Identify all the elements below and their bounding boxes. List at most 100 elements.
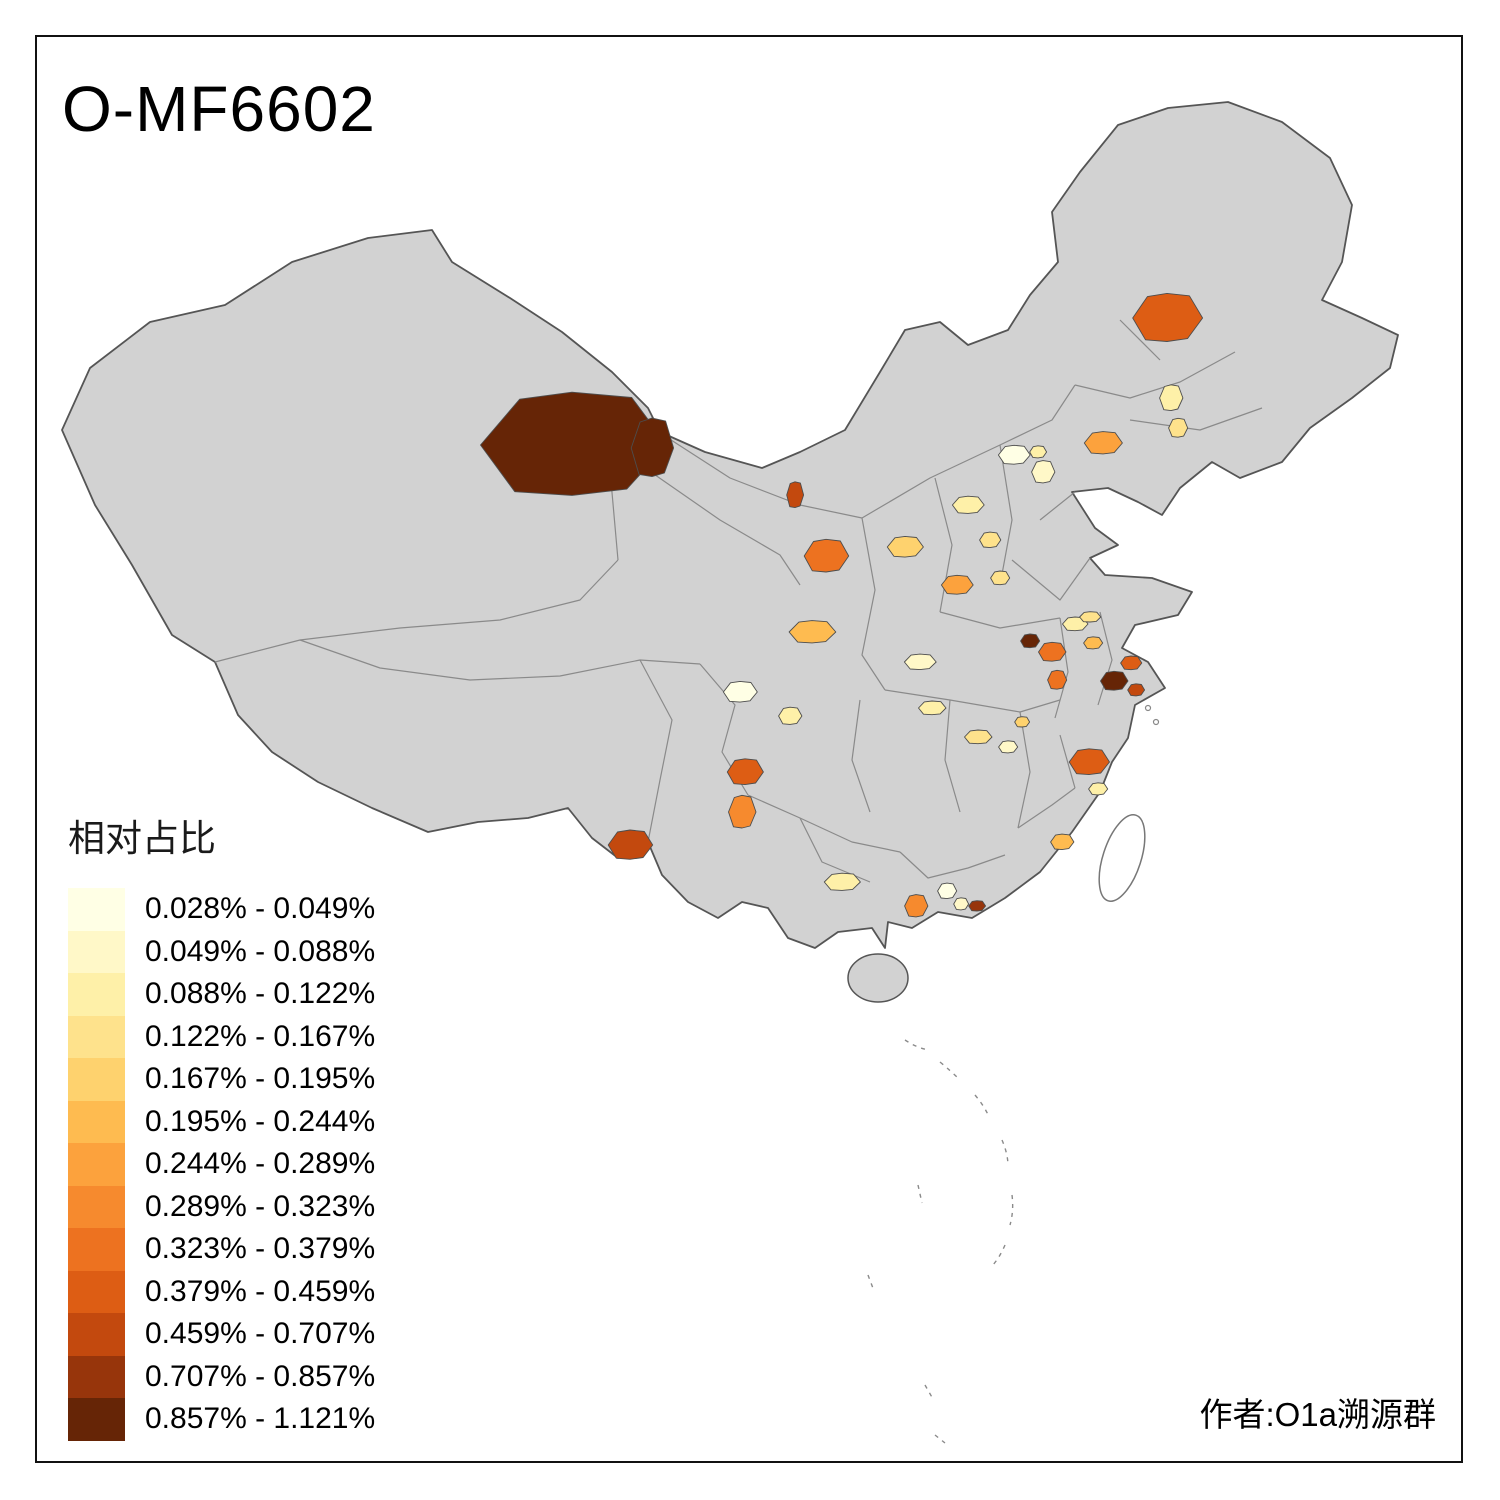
map-region bbox=[904, 894, 929, 918]
legend-label: 0.379% - 0.459% bbox=[145, 1274, 376, 1308]
legend-swatch bbox=[68, 1100, 125, 1143]
map-region bbox=[778, 706, 803, 725]
map-region bbox=[886, 535, 924, 558]
map-region bbox=[940, 574, 974, 595]
province-border bbox=[1059, 734, 1076, 789]
province-border bbox=[939, 611, 1061, 629]
legend: 相对占比 0.028% - 0.049% 0.049% - 0.088% 0.088… bbox=[68, 808, 375, 1441]
map-region bbox=[918, 700, 947, 716]
map-region bbox=[823, 872, 861, 891]
legend-label: 0.459% - 0.707% bbox=[145, 1317, 376, 1351]
map-region bbox=[1120, 655, 1143, 671]
legend-item: 0.707% - 0.857% bbox=[68, 1355, 375, 1398]
legend-swatch bbox=[68, 1313, 125, 1356]
province-border bbox=[214, 559, 619, 663]
province-border bbox=[667, 384, 1076, 519]
province-border bbox=[1011, 557, 1091, 601]
legend-swatch bbox=[68, 1228, 125, 1271]
legend-item: 0.459% - 0.707% bbox=[68, 1313, 375, 1356]
map-region bbox=[979, 531, 1002, 549]
legend-swatch bbox=[68, 930, 125, 973]
province-border bbox=[934, 477, 953, 613]
map-region bbox=[1159, 384, 1184, 412]
province-border bbox=[299, 639, 701, 681]
legend-swatch bbox=[68, 1058, 125, 1101]
map-region bbox=[953, 897, 970, 911]
map-region bbox=[1083, 636, 1104, 650]
legend-label: 0.857% - 1.121% bbox=[145, 1402, 376, 1436]
map-region bbox=[1079, 611, 1102, 623]
legend-swatch bbox=[68, 1015, 125, 1058]
legend-item: 0.028% - 0.049% bbox=[68, 888, 375, 931]
legend-swatch bbox=[68, 1270, 125, 1313]
map-region bbox=[480, 391, 668, 496]
map-region bbox=[964, 729, 993, 745]
map-region bbox=[998, 740, 1019, 754]
province-border bbox=[639, 659, 673, 843]
map-region bbox=[1038, 641, 1067, 662]
legend-swatch bbox=[68, 1143, 125, 1186]
map-region bbox=[997, 444, 1031, 465]
province-border bbox=[884, 689, 1061, 713]
legend-item: 0.379% - 0.459% bbox=[68, 1270, 376, 1313]
province-border bbox=[851, 699, 871, 813]
map-region bbox=[1168, 417, 1189, 438]
legend-title: 相对占比 bbox=[68, 818, 216, 859]
map-region bbox=[1100, 670, 1129, 691]
province-border bbox=[1054, 617, 1069, 719]
map-region bbox=[1029, 445, 1048, 459]
legend-label: 0.195% - 0.244% bbox=[145, 1104, 376, 1138]
map-region bbox=[951, 495, 985, 514]
legend-label: 0.244% - 0.289% bbox=[145, 1147, 376, 1181]
map-region bbox=[1088, 782, 1109, 796]
legend-label: 0.122% - 0.167% bbox=[145, 1019, 376, 1053]
map-region bbox=[1083, 431, 1123, 455]
legend-item: 0.195% - 0.244% bbox=[68, 1100, 376, 1143]
legend-item: 0.049% - 0.088% bbox=[68, 930, 375, 973]
map-region bbox=[1068, 748, 1110, 776]
province-border bbox=[1017, 711, 1031, 829]
province-border bbox=[1097, 611, 1113, 706]
map-region bbox=[1132, 292, 1204, 342]
province-border bbox=[1119, 319, 1161, 361]
map-region bbox=[728, 794, 757, 829]
province-border bbox=[1017, 787, 1076, 829]
coastal-islet bbox=[1144, 704, 1152, 712]
legend-item: 0.167% - 0.195% bbox=[68, 1058, 375, 1101]
province-border bbox=[899, 851, 1006, 879]
china-outline bbox=[61, 101, 1399, 949]
province-border bbox=[944, 699, 961, 813]
legend-label: 0.167% - 0.195% bbox=[145, 1062, 376, 1096]
coastal-islet bbox=[1152, 718, 1160, 726]
taiwan-island bbox=[1098, 814, 1146, 902]
map-region bbox=[607, 829, 654, 860]
legend-label: 0.028% - 0.049% bbox=[145, 892, 376, 926]
legend-items: 0.028% - 0.049% 0.049% - 0.088% 0.088% - 0… bbox=[68, 888, 375, 1441]
map-region bbox=[630, 417, 675, 478]
map-region bbox=[788, 620, 837, 644]
author-credit: 作者:O1a溯源群 bbox=[1199, 1396, 1436, 1433]
page-title: O-MF6602 bbox=[62, 73, 376, 145]
highlighted-regions bbox=[480, 292, 1204, 918]
legend-swatch bbox=[68, 888, 125, 931]
south-china-sea-islets bbox=[867, 1039, 1014, 1444]
legend-item: 0.122% - 0.167% bbox=[68, 1015, 376, 1058]
map-region bbox=[1127, 683, 1146, 697]
map-region bbox=[903, 653, 937, 671]
legend-label: 0.323% - 0.379% bbox=[145, 1232, 376, 1266]
legend-item: 0.323% - 0.379% bbox=[68, 1228, 375, 1271]
map-region bbox=[968, 900, 987, 912]
legend-label: 0.088% - 0.122% bbox=[145, 977, 376, 1011]
province-border bbox=[647, 469, 801, 586]
legend-swatch bbox=[68, 973, 125, 1016]
legend-item: 0.289% - 0.323% bbox=[68, 1185, 376, 1228]
map-region bbox=[990, 570, 1011, 586]
province-border bbox=[1129, 407, 1263, 431]
legend-label: 0.289% - 0.323% bbox=[145, 1189, 376, 1223]
map-region bbox=[1020, 633, 1041, 649]
map-region bbox=[1050, 833, 1075, 851]
hainan-island bbox=[847, 953, 909, 1003]
legend-item: 0.088% - 0.122% bbox=[68, 973, 375, 1016]
legend-swatch bbox=[68, 1398, 125, 1441]
